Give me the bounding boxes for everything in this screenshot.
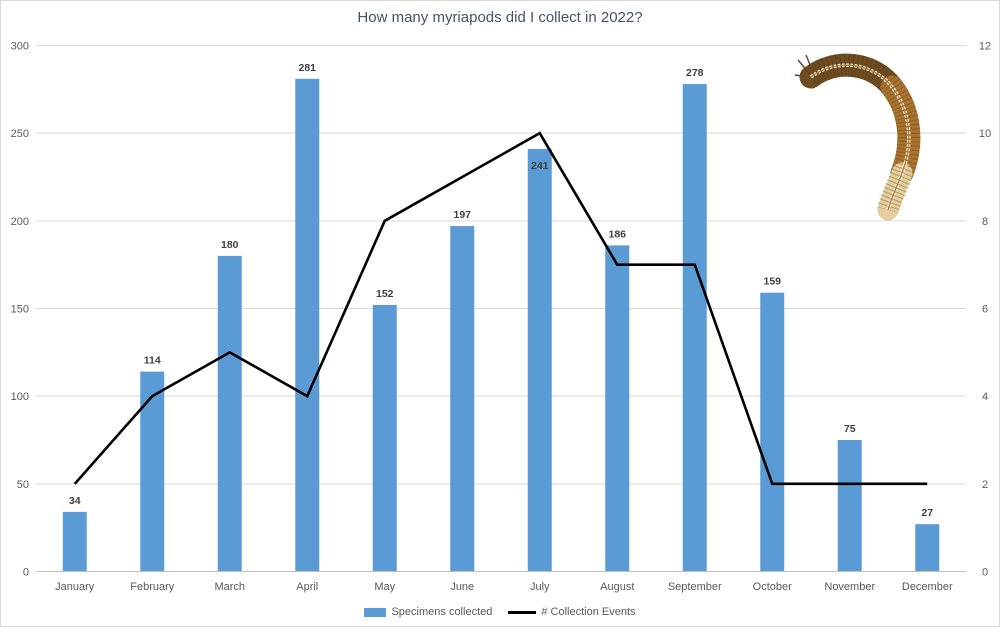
month-label-July: July bbox=[530, 581, 550, 593]
right-axis-tick-8: 8 bbox=[982, 216, 988, 228]
millipede-photo bbox=[794, 53, 921, 221]
month-label-April: April bbox=[296, 581, 318, 593]
data-label-September: 278 bbox=[686, 67, 704, 79]
month-label-August: August bbox=[600, 581, 634, 593]
data-label-November: 75 bbox=[844, 423, 856, 435]
month-label-September: September bbox=[668, 581, 722, 593]
legend-label-specimens: Specimens collected bbox=[391, 606, 493, 618]
bar-January bbox=[62, 511, 87, 572]
left-axis-tick-200: 200 bbox=[11, 216, 29, 228]
month-label-March: March bbox=[214, 581, 245, 593]
bar-September bbox=[682, 84, 707, 572]
right-axis-tick-2: 2 bbox=[982, 479, 988, 491]
left-axis-tick-250: 250 bbox=[11, 128, 29, 140]
bar-May bbox=[372, 304, 397, 572]
bar-October bbox=[760, 292, 785, 572]
bar-April bbox=[295, 78, 320, 572]
bar-December bbox=[915, 524, 940, 572]
data-label-July: 241 bbox=[531, 160, 549, 172]
left-axis-tick-50: 50 bbox=[17, 479, 29, 491]
data-label-August: 186 bbox=[608, 228, 626, 240]
line-swatch-icon bbox=[508, 610, 537, 614]
left-axis-tick-0: 0 bbox=[23, 567, 29, 579]
month-label-February: February bbox=[130, 581, 175, 593]
month-label-June: June bbox=[450, 581, 474, 593]
legend-label-collection-events: # Collection Events bbox=[541, 606, 636, 618]
data-label-March: 180 bbox=[221, 239, 239, 251]
millipede-stripe-divider bbox=[810, 64, 910, 211]
month-label-November: November bbox=[824, 581, 875, 593]
left-axis-tick-150: 150 bbox=[11, 304, 29, 316]
right-axis-tick-12: 12 bbox=[979, 41, 991, 53]
bar-June bbox=[450, 226, 475, 572]
data-label-January: 34 bbox=[69, 495, 81, 507]
month-label-January: January bbox=[55, 581, 95, 593]
month-label-October: October bbox=[753, 581, 792, 593]
bar-November bbox=[837, 440, 862, 572]
chart-title: How many myriapods did I collect in 2022… bbox=[357, 9, 643, 26]
bar-August bbox=[605, 245, 630, 572]
data-label-December: 27 bbox=[921, 507, 933, 519]
right-axis-tick-6: 6 bbox=[982, 304, 988, 316]
chart-legend: Specimens collected # Collection Events bbox=[1, 606, 999, 618]
data-label-June: 197 bbox=[453, 209, 471, 221]
right-axis-tick-4: 4 bbox=[982, 391, 988, 403]
right-axis-tick-10: 10 bbox=[979, 128, 991, 140]
data-label-October: 159 bbox=[763, 276, 781, 288]
month-label-May: May bbox=[374, 581, 395, 593]
data-label-April: 281 bbox=[298, 62, 316, 74]
collection-events-line bbox=[73, 131, 928, 486]
bar-swatch-icon bbox=[364, 607, 387, 617]
data-label-May: 152 bbox=[376, 288, 394, 300]
bar-March bbox=[217, 255, 242, 572]
month-label-December: December bbox=[902, 581, 953, 593]
legend-item-collection-events[interactable]: # Collection Events bbox=[508, 606, 636, 618]
data-label-February: 114 bbox=[144, 355, 161, 367]
left-axis-tick-100: 100 bbox=[11, 391, 29, 403]
left-axis-tick-300: 300 bbox=[11, 41, 29, 53]
bar-July bbox=[527, 148, 552, 572]
right-axis-tick-0: 0 bbox=[982, 567, 988, 579]
bar-February bbox=[140, 371, 165, 572]
legend-item-specimens[interactable]: Specimens collected bbox=[364, 606, 492, 618]
